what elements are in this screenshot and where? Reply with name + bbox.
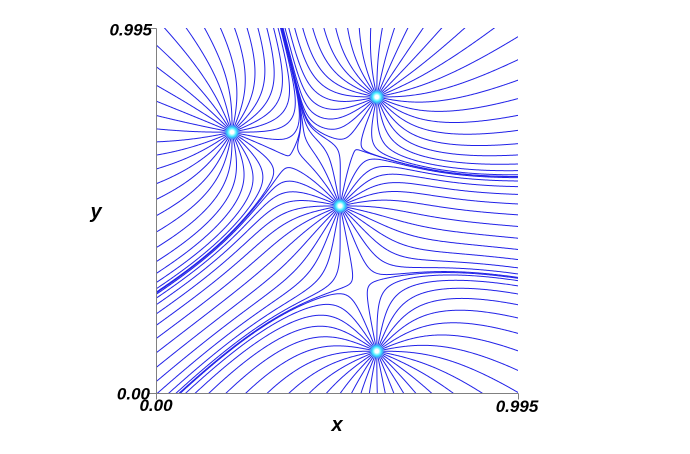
y-axis-max-tick-label: 0.995 xyxy=(109,20,152,40)
x-axis-title: x xyxy=(331,414,343,436)
y-axis-title: y xyxy=(90,201,102,223)
y-axis-min-tick-label: 0.00 xyxy=(116,384,150,404)
x-axis-max-tick-label: 0.995 xyxy=(495,397,539,416)
x-axis-min-tick-label: 0.00 xyxy=(139,396,173,415)
